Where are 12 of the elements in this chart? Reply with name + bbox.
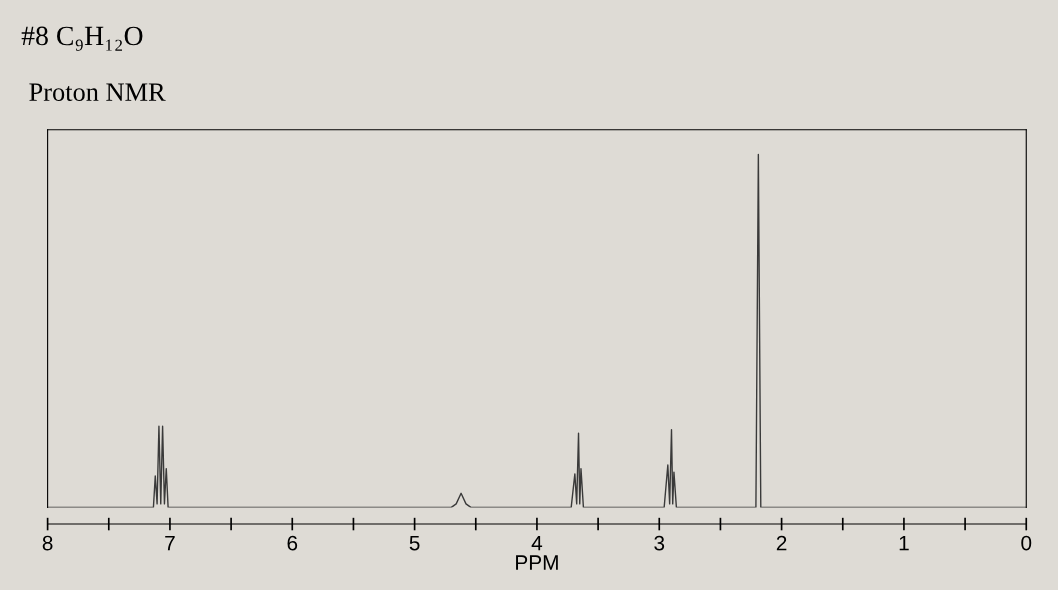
- x-tick-label: 2: [776, 535, 787, 551]
- x-tick-label: 7: [165, 535, 175, 551]
- chart-subtitle: Proton NMR: [29, 83, 166, 102]
- x-tick-label: 3: [654, 535, 665, 551]
- x-tick-label: 5: [409, 535, 420, 551]
- x-tick-label: 4: [531, 535, 543, 551]
- x-tick-label: 0: [1021, 535, 1032, 551]
- x-tick-label: 1: [899, 535, 909, 551]
- x-tick-label: 8: [42, 535, 53, 551]
- x-axis-title: PPM: [516, 555, 558, 570]
- chart-title: #8 C₉H₁₂O: [21, 26, 143, 51]
- x-tick-label: 6: [287, 535, 298, 551]
